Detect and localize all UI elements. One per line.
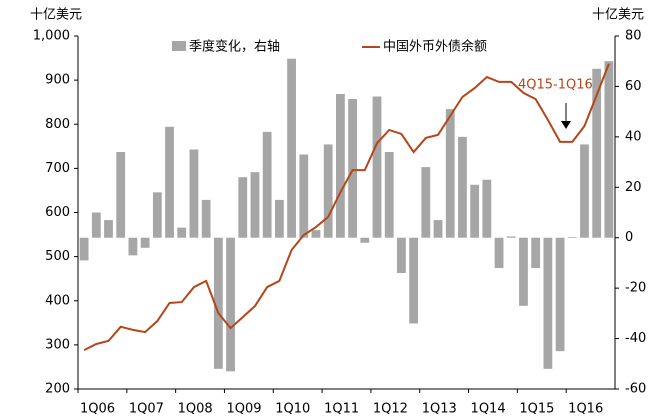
y-tick-label: 800 bbox=[45, 117, 70, 132]
x-tick-label: 1Q13 bbox=[422, 402, 457, 417]
legend-label: 季度变化，右轴 bbox=[189, 39, 280, 55]
bar bbox=[360, 237, 370, 243]
bar bbox=[604, 61, 614, 238]
bar bbox=[226, 237, 235, 372]
y2-tick-label: 40 bbox=[625, 129, 642, 144]
bar bbox=[458, 136, 467, 238]
bar bbox=[116, 151, 126, 238]
right-unit: 十亿美元 bbox=[592, 8, 644, 23]
bar bbox=[372, 96, 382, 238]
y2-tick-label: 0 bbox=[625, 230, 633, 245]
bar bbox=[580, 144, 589, 238]
x-tick-label: 1Q15 bbox=[519, 402, 554, 417]
y-tick-label: 900 bbox=[45, 73, 70, 88]
x-tick-label: 1Q08 bbox=[178, 402, 213, 417]
y2-tick-label: 80 bbox=[625, 29, 642, 44]
y-tick-label: 700 bbox=[45, 161, 70, 176]
y2-tick-label: 60 bbox=[625, 79, 642, 94]
bar bbox=[104, 220, 113, 238]
bar bbox=[421, 167, 431, 238]
bar bbox=[140, 237, 150, 248]
bar bbox=[543, 237, 553, 369]
bar bbox=[128, 237, 138, 256]
annotation-arrowhead bbox=[561, 121, 571, 129]
legend-label: 中国外币外债余额 bbox=[383, 39, 487, 55]
y-tick-label: 500 bbox=[45, 249, 70, 264]
y-tick-label: 400 bbox=[45, 293, 70, 308]
bar bbox=[311, 230, 321, 238]
y-tick-label: 1,000 bbox=[33, 29, 70, 44]
x-tick-label: 1Q07 bbox=[129, 402, 164, 417]
x-tick-label: 1Q16 bbox=[568, 402, 603, 417]
y2-tick-label: -20 bbox=[625, 281, 646, 296]
y2-tick-label: 20 bbox=[625, 180, 642, 195]
x-tick-label: 1Q14 bbox=[471, 402, 506, 417]
bar bbox=[152, 192, 162, 238]
bar bbox=[506, 236, 516, 238]
x-tick-label: 1Q12 bbox=[373, 402, 408, 417]
bar bbox=[445, 109, 455, 238]
bar bbox=[177, 227, 187, 238]
bar bbox=[384, 151, 394, 238]
x-tick-label: 1Q06 bbox=[80, 402, 115, 417]
bar bbox=[470, 184, 480, 238]
bar bbox=[555, 237, 565, 352]
bar bbox=[482, 179, 492, 238]
bar bbox=[348, 99, 357, 238]
bar bbox=[494, 237, 504, 268]
bar bbox=[274, 199, 284, 238]
bar bbox=[262, 131, 272, 238]
bar bbox=[531, 237, 541, 268]
line bbox=[83, 63, 610, 352]
y-tick-label: 300 bbox=[45, 337, 70, 352]
bar bbox=[287, 58, 296, 238]
bar bbox=[250, 172, 260, 238]
y2-tick-label: -40 bbox=[625, 331, 646, 346]
annotation: 4Q15-1Q16 bbox=[518, 78, 593, 93]
bar bbox=[519, 237, 528, 306]
bar bbox=[213, 237, 223, 369]
bar bbox=[91, 212, 101, 238]
y2-tick-label: -60 bbox=[625, 382, 646, 397]
bar bbox=[409, 237, 419, 324]
bar bbox=[323, 144, 333, 238]
left-unit: 十亿美元 bbox=[30, 8, 82, 23]
x-tick-label: 1Q09 bbox=[226, 402, 261, 417]
bar bbox=[299, 154, 309, 238]
x-tick-label: 1Q10 bbox=[275, 402, 310, 417]
bar bbox=[592, 68, 602, 238]
bar bbox=[238, 177, 248, 238]
bar bbox=[79, 237, 89, 261]
y-tick-label: 600 bbox=[45, 205, 70, 220]
bar bbox=[397, 237, 406, 274]
y-tick-label: 200 bbox=[45, 382, 70, 397]
bar bbox=[165, 126, 174, 238]
bar bbox=[201, 199, 211, 238]
x-tick-label: 1Q11 bbox=[324, 402, 359, 417]
bar bbox=[433, 220, 443, 238]
bar bbox=[336, 93, 345, 238]
bar bbox=[189, 149, 199, 238]
legend-swatch bbox=[172, 41, 186, 51]
bar bbox=[567, 236, 577, 238]
